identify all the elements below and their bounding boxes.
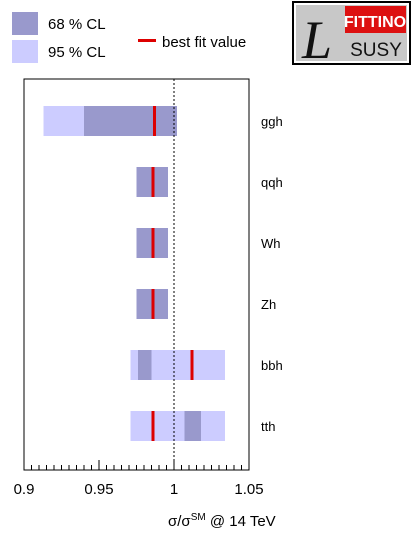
logo-top-text: FITTINO [344,14,406,31]
legend-label-bestfit: best fit value [162,34,246,51]
category-label-ggh: ggh [261,114,283,129]
logo-red-box [345,6,406,33]
bestfit-marker-Zh [151,289,155,319]
legend-swatch-bestfit [138,39,156,42]
x-tick-label: 0.9 [14,481,35,498]
plot-area [23,78,250,471]
legend-label-68cl: 68 % CL [48,16,106,33]
category-label-qqh: qqh [261,175,283,190]
x-axis-label-rest: @ 14 TeV [206,513,276,530]
logo-letter: L [301,10,332,70]
x-tick-label: 1.05 [234,481,263,498]
logo-bottom-text: SUSY [350,40,402,61]
x-tick-label: 0.95 [84,481,113,498]
bestfit-marker-tth [151,411,155,441]
category-label-Zh: Zh [261,297,276,312]
bar-68cl-tth [184,411,201,441]
category-labels: ggh qqh Wh Zh bbh tth [261,114,283,434]
bar-68cl-ggh [84,106,177,136]
legend-swatch-95cl [12,40,38,63]
bestfit-marker-bbh [190,350,194,380]
bar-68cl-bbh [138,350,152,380]
x-axis-label-main: σ/σ [168,513,191,530]
bar-95cl-tth [130,411,225,441]
legend: 68 % CL 95 % CL best fit value [12,12,246,63]
legend-label-95cl: 95 % CL [48,44,106,61]
bestfit-marker-qqh [151,167,155,197]
x-tick-label: 1 [170,481,178,498]
legend-swatch-68cl [12,12,38,35]
category-label-tth: tth [261,419,275,434]
fittino-susy-logo: FITTINO SUSY L [292,1,411,70]
category-label-Wh: Wh [261,236,281,251]
x-axis-label: σ/σSM @ 14 TeV [168,512,276,530]
x-axis-label-sup: SM [191,512,206,523]
category-label-bbh: bbh [261,358,283,373]
bestfit-marker-ggh [153,106,156,136]
x-axis: 0.9 0.95 1 1.05 [14,460,264,498]
bestfit-marker-Wh [151,228,155,258]
